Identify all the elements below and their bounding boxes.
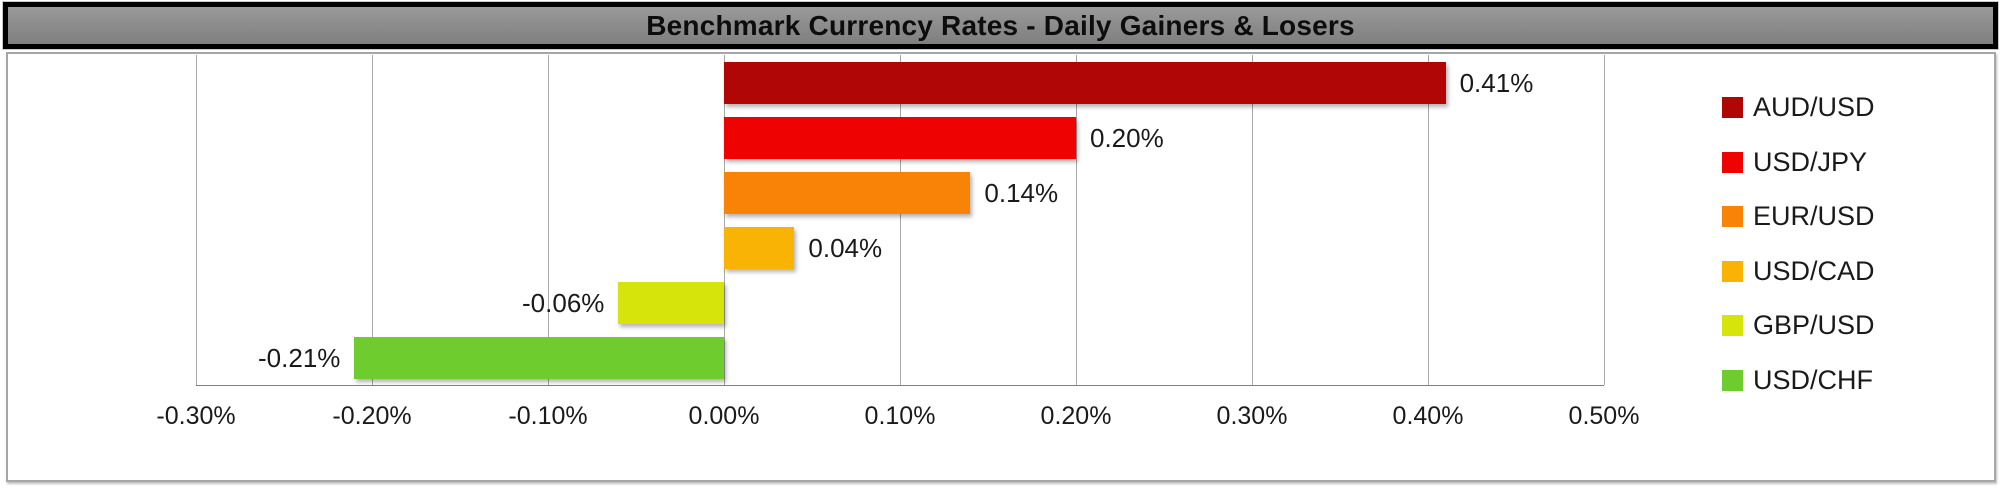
legend-label: USD/CHF: [1753, 364, 1873, 395]
x-tick-label: 0.20%: [1040, 402, 1112, 430]
legend-label: USD/CAD: [1753, 255, 1875, 286]
legend-swatch: [1722, 97, 1743, 118]
bar-usd-chf: [354, 337, 724, 379]
gridline: [724, 55, 725, 385]
bar-usd-jpy: [724, 117, 1076, 159]
chart-title-bar: Benchmark Currency Rates - Daily Gainers…: [3, 2, 1998, 49]
bar-value-label: -0.21%: [258, 343, 341, 373]
legend-item-usd-cad: USD/CAD: [1722, 256, 1875, 287]
x-tick-label: 0.00%: [688, 402, 760, 430]
legend-label: GBP/USD: [1753, 310, 1875, 340]
legend-swatch: [1722, 260, 1743, 282]
bar-usd-cad: [724, 227, 795, 269]
legend-swatch: [1722, 369, 1743, 391]
bar-eur-usd: [724, 172, 971, 214]
legend-label: USD/JPY: [1753, 146, 1868, 177]
x-tick-label: 0.40%: [1392, 402, 1464, 430]
chart-title: Benchmark Currency Rates - Daily Gainers…: [646, 9, 1355, 41]
x-tick-label: 0.30%: [1216, 402, 1288, 430]
bar-value-label: 0.41%: [1459, 68, 1534, 98]
bar-gbp-usd: [618, 282, 724, 324]
chart-container: 0.41% 0.20% 0.14% 0.04% -0.06% -0.21% -0.30% -…: [6, 52, 1996, 482]
x-axis-line: [196, 385, 1604, 386]
legend-label: AUD/USD: [1753, 92, 1875, 122]
legend-swatch: [1722, 315, 1743, 336]
gridline: [1076, 55, 1077, 385]
gridline: [900, 55, 901, 385]
x-tick-label: -0.20%: [332, 402, 412, 430]
bar-value-label: 0.20%: [1090, 123, 1164, 153]
legend-item-aud-usd: AUD/USD: [1722, 92, 1875, 123]
gridline: [196, 55, 197, 385]
legend: AUD/USD USD/JPY EUR/USD USD/CAD GBP/USD USD/C…: [8, 54, 1994, 480]
gridline: [1604, 55, 1605, 385]
x-tick-label: -0.30%: [156, 402, 236, 430]
legend-swatch: [1722, 206, 1743, 227]
x-axis: -0.30% -0.20% -0.10% 0.00% 0.10% 0.20% 0.30% 0.…: [8, 54, 1994, 480]
bar-value-label: -0.06%: [522, 288, 605, 318]
legend-label: EUR/USD: [1753, 201, 1875, 231]
x-tick-label: -0.10%: [508, 402, 588, 430]
legend-item-usd-chf: USD/CHF: [1722, 365, 1873, 396]
bar-value-label: 0.04%: [808, 233, 883, 263]
gridline: [548, 55, 549, 385]
bar-series-layer: 0.41% 0.20% 0.14% 0.04% -0.06% -0.21%: [8, 54, 1994, 480]
legend-item-usd-jpy: USD/JPY: [1722, 147, 1867, 178]
bar-aud-usd: [724, 62, 1446, 104]
gridline: [372, 55, 373, 385]
x-tick-label: 0.50%: [1568, 402, 1640, 430]
gridline: [1428, 55, 1429, 385]
bar-value-label: 0.14%: [984, 178, 1059, 208]
x-tick-label: 0.10%: [864, 402, 936, 430]
gridline: [1252, 55, 1253, 385]
gridline-layer: [8, 54, 1994, 480]
legend-item-eur-usd: EUR/USD: [1722, 201, 1875, 232]
legend-item-gbp-usd: GBP/USD: [1722, 310, 1875, 341]
legend-swatch: [1722, 151, 1743, 173]
